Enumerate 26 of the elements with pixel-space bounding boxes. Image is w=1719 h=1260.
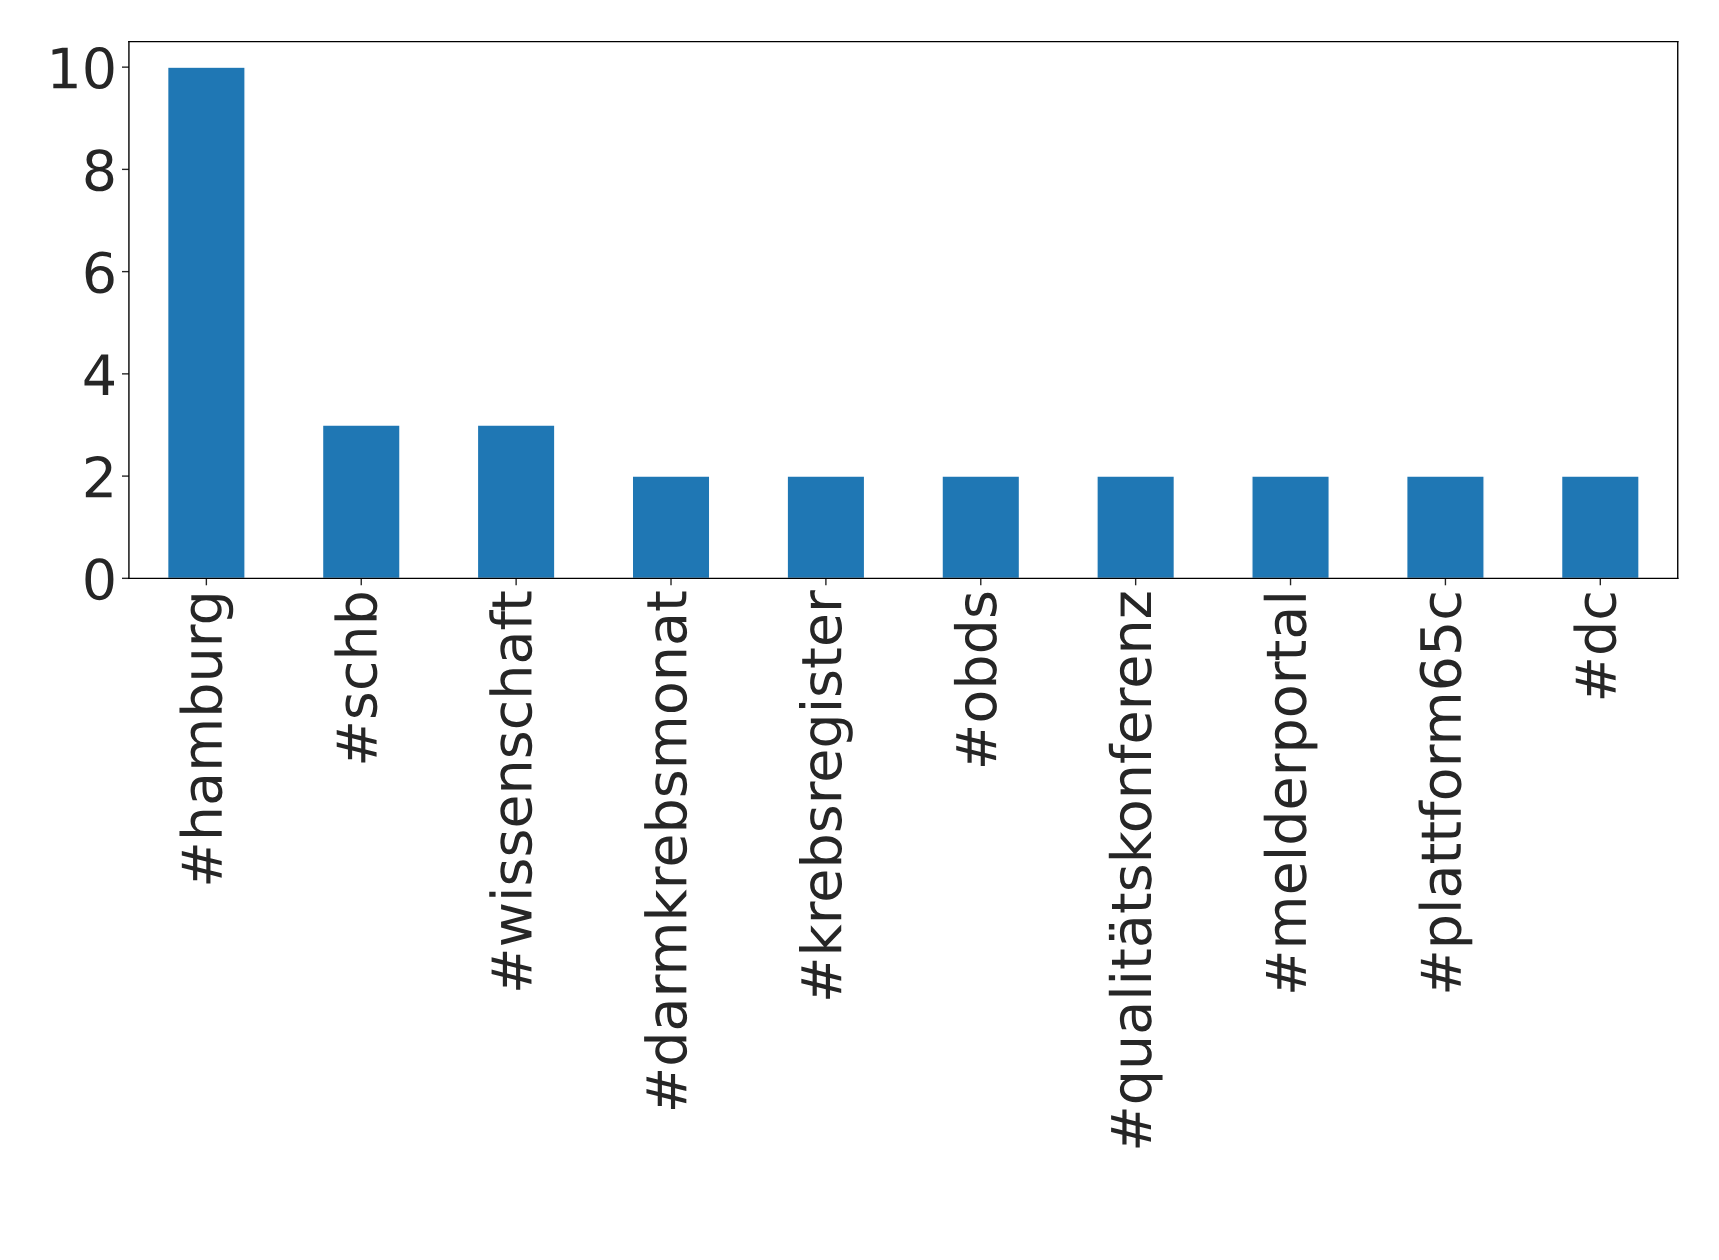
- bar: [631, 475, 711, 579]
- bar: [1096, 475, 1176, 579]
- x-tick-label: #obds: [953, 592, 997, 766]
- x-tick-label: #wissenschaft: [489, 591, 533, 990]
- bar: [786, 475, 866, 579]
- bar: [941, 475, 1021, 579]
- y-tick-label: 10: [52, 47, 114, 90]
- x-tick-label: #hamburg: [179, 595, 234, 884]
- bar: [166, 66, 246, 579]
- y-tick-label: 8: [85, 149, 114, 192]
- x-tick-label: #schb: [334, 593, 378, 763]
- x-tick-label: #qualitätskonferenz: [1108, 592, 1163, 1148]
- y-tick-label: 4: [84, 354, 114, 395]
- x-tick-label: #dc: [1573, 593, 1617, 699]
- x-tick-label: #darmkrebsmonat: [644, 591, 688, 1109]
- y-tick-label: 2: [85, 455, 112, 498]
- x-tick-label: #plattform65c: [1418, 593, 1473, 992]
- bar: [1251, 475, 1330, 579]
- bar: [321, 424, 401, 579]
- bar: [1560, 475, 1640, 579]
- x-tick-label: #melderportal: [1263, 595, 1318, 992]
- y-tick-label: 0: [85, 558, 114, 601]
- bar: [476, 424, 556, 579]
- x-tick-label: #krebsregister: [799, 590, 853, 999]
- bar: [1406, 475, 1485, 579]
- y-tick-label: 6: [85, 251, 114, 294]
